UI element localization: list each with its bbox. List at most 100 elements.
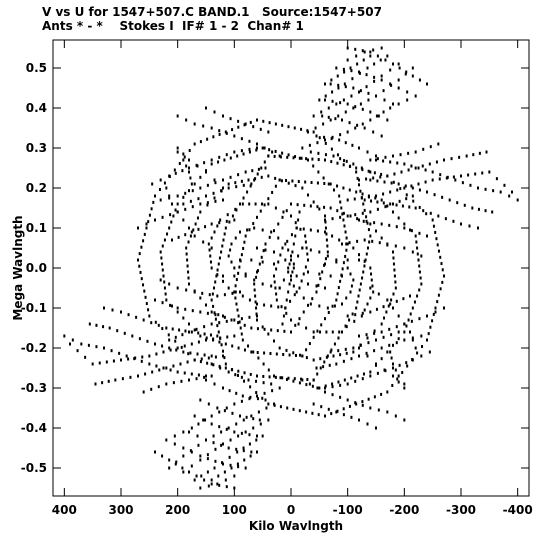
uv-point <box>302 310 305 314</box>
uv-point <box>356 374 359 378</box>
uv-point <box>262 362 265 366</box>
uv-point <box>417 166 420 170</box>
uv-point <box>273 154 276 158</box>
uv-point <box>373 395 376 399</box>
uv-point <box>331 393 334 397</box>
uv-point <box>226 335 229 339</box>
uv-point <box>185 246 188 250</box>
uv-point <box>437 249 440 253</box>
uv-point <box>363 198 366 202</box>
uv-point <box>348 404 351 408</box>
uv-point <box>413 300 416 304</box>
uv-point <box>397 78 400 82</box>
uv-point <box>176 310 179 314</box>
uv-point <box>426 338 428 342</box>
uv-point <box>278 178 281 182</box>
uv-point <box>340 206 343 210</box>
uv-point <box>330 147 333 151</box>
uv-point <box>358 418 360 422</box>
uv-point <box>199 140 202 144</box>
uv-point <box>358 253 360 257</box>
uv-point <box>175 348 178 352</box>
uv-point <box>337 114 340 118</box>
uv-point <box>361 276 364 280</box>
uv-point <box>205 374 207 378</box>
uv-point <box>270 328 273 332</box>
uv-point <box>210 354 213 358</box>
uv-point <box>359 343 362 347</box>
uv-point <box>255 438 258 442</box>
uv-point <box>267 202 270 206</box>
uv-point <box>358 218 360 222</box>
uv-point <box>342 211 345 215</box>
uv-point <box>255 148 258 152</box>
uv-point <box>324 220 327 224</box>
uv-point <box>319 357 322 361</box>
uv-point <box>362 58 365 62</box>
uv-point <box>312 164 315 168</box>
uv-point <box>112 359 115 363</box>
uv-point <box>105 360 108 364</box>
uv-point <box>248 315 251 319</box>
uv-point <box>295 226 298 230</box>
uv-point <box>186 258 189 262</box>
uv-point <box>216 294 219 298</box>
uv-point <box>317 413 320 417</box>
uv-point <box>358 90 360 94</box>
uv-point <box>370 272 373 276</box>
uv-point <box>307 158 309 162</box>
uv-point <box>161 301 164 305</box>
uv-point <box>174 462 177 466</box>
uv-point <box>168 346 171 350</box>
uv-point <box>318 250 321 254</box>
uv-point <box>188 430 190 434</box>
uv-point <box>260 166 263 170</box>
uv-point <box>218 221 221 225</box>
uv-point <box>397 337 400 341</box>
uv-point <box>305 326 308 330</box>
uv-point <box>222 238 225 242</box>
uv-point <box>256 351 259 354</box>
uv-point <box>187 352 190 356</box>
uv-point <box>114 378 117 382</box>
uv-point <box>338 138 341 142</box>
uv-point <box>398 199 401 203</box>
uv-point <box>403 226 406 230</box>
x-tick-label: -100 <box>333 503 363 517</box>
uv-point <box>242 246 245 250</box>
uv-point <box>397 330 400 334</box>
uv-point <box>220 443 223 447</box>
uv-point <box>255 306 258 310</box>
uv-point <box>193 414 196 418</box>
uv-point <box>168 194 171 198</box>
uv-point <box>326 306 329 310</box>
uv-point <box>261 396 264 400</box>
uv-point <box>259 209 262 213</box>
uv-point <box>429 145 432 149</box>
uv-point <box>144 295 147 299</box>
uv-point <box>422 209 425 213</box>
uv-point <box>268 375 271 379</box>
uv-point <box>235 391 238 395</box>
uv-point <box>176 194 179 198</box>
uv-point <box>409 294 411 298</box>
uv-point <box>281 215 284 219</box>
uv-point <box>169 213 172 217</box>
uv-point <box>216 324 219 328</box>
uv-point <box>284 242 287 246</box>
uv-point <box>184 307 187 311</box>
uv-point <box>151 370 154 374</box>
uv-point <box>390 333 393 337</box>
uv-point <box>187 276 190 280</box>
uv-point <box>358 71 361 75</box>
uv-point <box>380 392 383 396</box>
uv-point <box>176 346 179 350</box>
uv-point <box>230 466 233 470</box>
uv-point <box>188 322 190 326</box>
uv-point <box>148 213 151 217</box>
header-line-2: Ants * - * Stokes I IF# 1 - 2 Chan# 1 <box>42 19 304 33</box>
uv-point <box>267 154 270 158</box>
uv-point <box>212 135 215 139</box>
uv-point <box>164 292 167 296</box>
uv-point <box>107 379 110 383</box>
